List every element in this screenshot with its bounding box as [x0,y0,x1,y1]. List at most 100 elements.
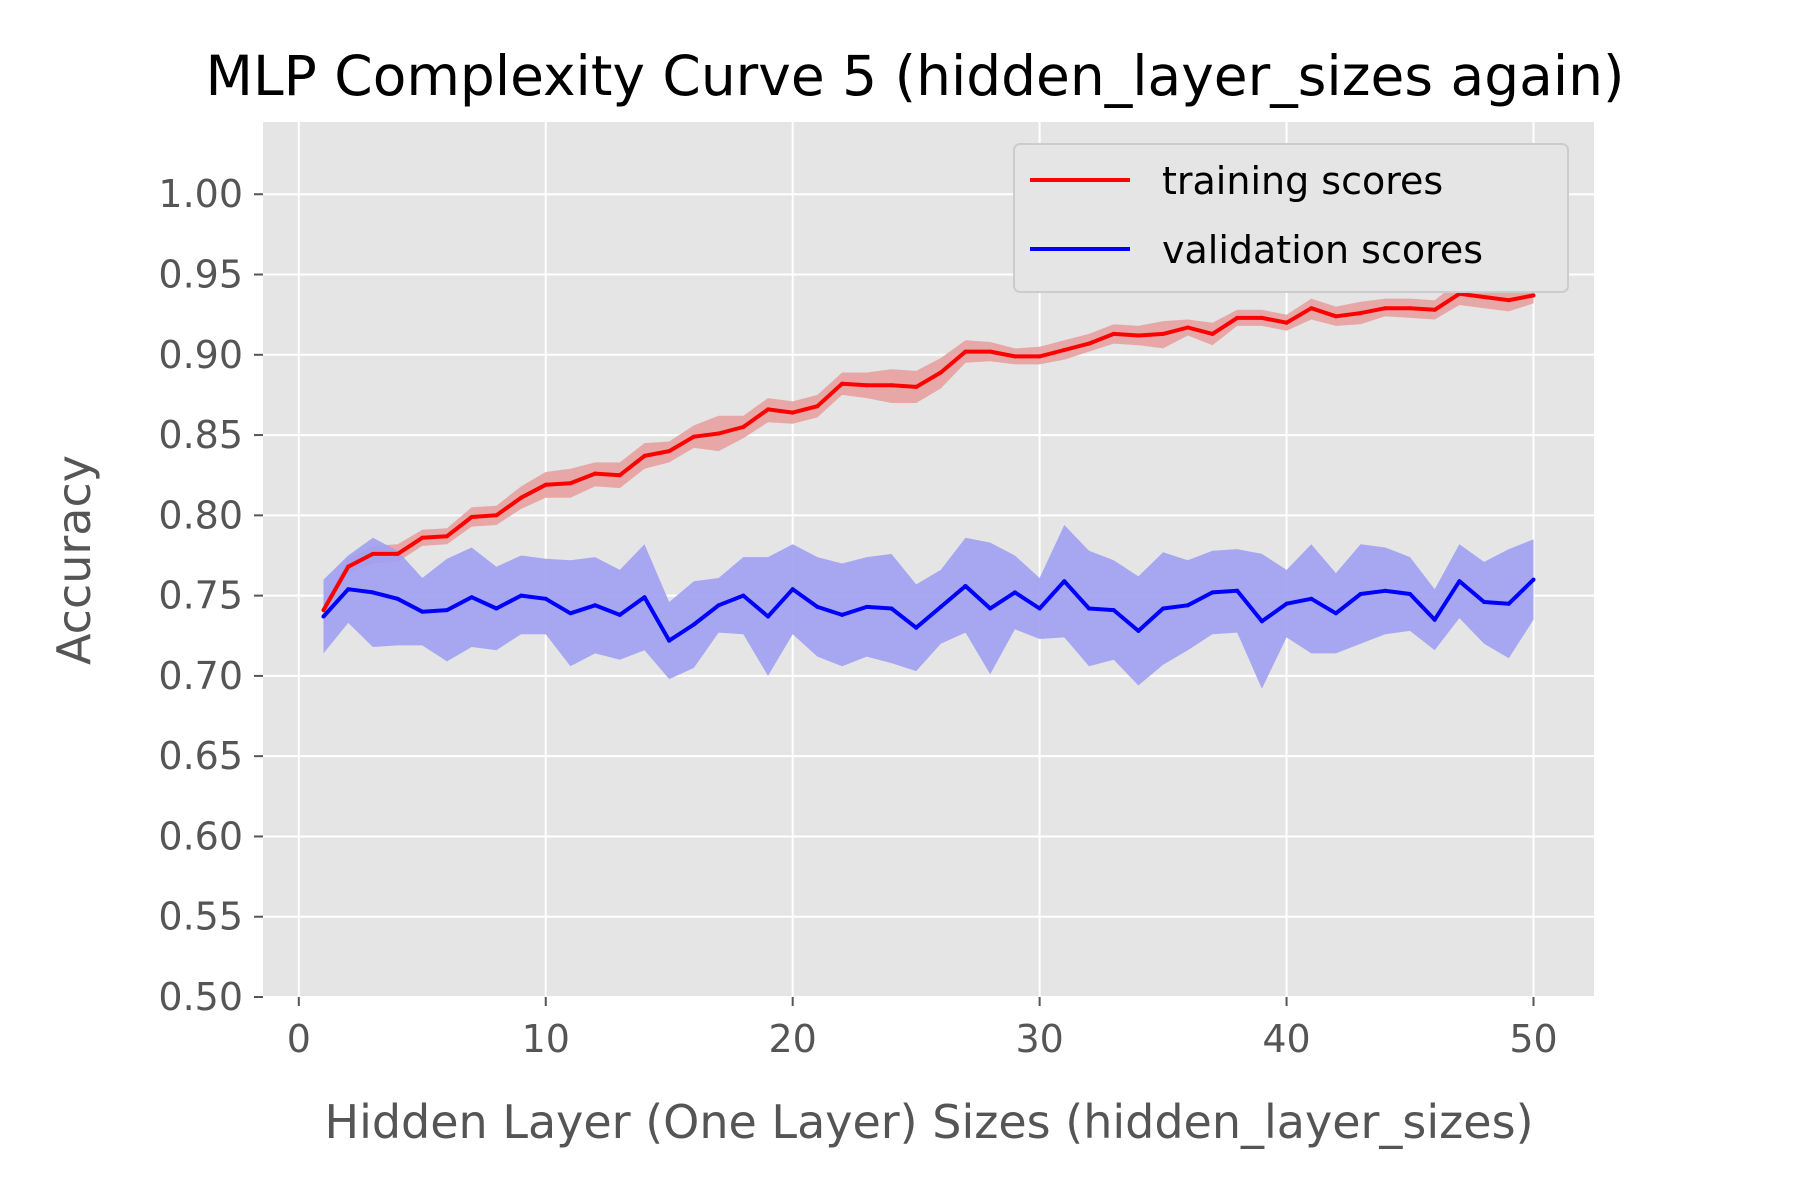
x-tick-label: 30 [1015,1017,1063,1061]
validation-scores-point [346,587,351,592]
training-scores-point [864,383,869,388]
y-tick-label: 0.90 [158,333,243,377]
validation-scores-point [1210,590,1215,595]
training-scores-point [321,608,326,613]
training-scores-point [1111,331,1116,336]
y-tick-label: 0.70 [158,654,243,698]
training-scores-point [1210,331,1215,336]
validation-scores-point [1482,600,1487,604]
validation-scores-point [716,603,721,608]
training-scores-point [420,535,425,540]
training-scores-point [1333,314,1338,319]
validation-scores-point [938,604,943,609]
validation-scores-point [889,606,894,611]
validation-scores-point [1457,579,1462,584]
validation-scores-point [1087,606,1091,611]
legend: training scores validation scores [1013,143,1569,293]
training-scores-point [494,513,499,518]
validation-scores-point [1383,588,1388,593]
training-scores-point [1161,331,1166,336]
training-scores-point [1012,354,1017,359]
training-scores-point [1259,315,1264,320]
training-scores-point [1531,293,1536,298]
validation-scores-point [741,593,746,598]
training-scores-point [889,383,894,388]
validation-scores-point [321,614,326,619]
y-axis-title: Accuracy [47,455,101,665]
x-axis-title: Hidden Layer (One Layer) Sizes (hidden_l… [324,1095,1533,1149]
validation-scores-point [667,638,672,643]
training-scores-point [790,410,795,415]
training-scores-point [716,431,721,436]
validation-scores-point [1358,592,1363,596]
validation-scores-point [1309,596,1314,601]
y-tick-label: 0.50 [158,975,243,1019]
series-lines [321,291,1536,643]
validation-scores-point [864,604,869,609]
validation-scores-point [1111,608,1116,613]
training-scores-point [1408,306,1412,311]
validation-scores-point [445,608,449,613]
validation-scores-point [494,606,499,611]
training-scores-point [568,481,573,486]
training-scores-point [1506,298,1511,303]
validation-scores-point [1259,619,1264,624]
validation-scores-point [1531,577,1536,582]
confidence-bands [323,280,1534,689]
legend-label-validation: validation scores [1162,228,1483,272]
validation-scores-point [469,595,474,600]
x-tick-label: 50 [1509,1017,1557,1061]
training-scores-point [1383,306,1388,311]
x-tick-label: 20 [769,1017,817,1061]
y-tick-label: 0.75 [158,574,243,618]
x-axis-ticks: 0 10 20 30 40 50 [287,997,1558,1061]
training-scores-point [642,453,647,458]
validation-scores-band [323,525,1534,689]
training-scores-band [323,280,1534,615]
x-tick-label: 40 [1262,1017,1310,1061]
chart-title: MLP Complexity Curve 5 (hidden_layer_siz… [206,44,1625,108]
validation-scores-point [593,603,598,608]
validation-scores-point [766,614,770,619]
training-scores-point [741,425,746,429]
training-scores-point [1136,333,1141,338]
x-tick-label: 0 [287,1017,311,1061]
validation-scores-point [1037,606,1042,611]
validation-scores-point [420,609,425,614]
training-scores-point [543,482,548,487]
training-scores-point [840,381,845,386]
validation-scores-point [691,622,696,627]
validation-scores-point [1012,590,1017,595]
training-scores-point [1482,295,1487,299]
training-scores-point [1358,311,1363,316]
training-scores-point [667,449,672,454]
training-scores-point [1185,325,1190,330]
training-scores-point [815,404,820,409]
training-scores-point [1087,341,1091,346]
training-scores-point [469,515,474,519]
training-scores-point [1037,354,1042,359]
y-tick-label: 0.95 [158,253,243,297]
training-scores-point [1309,306,1314,311]
validation-scores-point [395,596,400,601]
training-scores-point [988,349,993,354]
validation-scores-point [543,596,548,601]
training-scores-point [445,534,449,539]
validation-scores-point [1136,628,1141,633]
validation-scores-point [840,612,845,617]
validation-scores-point [1235,588,1240,593]
grid [263,122,1594,998]
validation-scores-point [988,606,993,611]
training-scores-point [938,370,943,375]
training-scores-point [346,564,351,569]
training-scores-point [914,384,919,389]
training-scores-point [1284,320,1289,325]
validation-scores-point [519,593,524,598]
y-tick-label: 0.60 [158,814,243,858]
validation-scores-point [1185,603,1190,608]
legend-box [1013,143,1569,293]
training-scores-point [1235,315,1240,320]
validation-scores-point [963,584,968,588]
training-scores-point [370,551,375,556]
validation-scores-point [914,625,919,630]
